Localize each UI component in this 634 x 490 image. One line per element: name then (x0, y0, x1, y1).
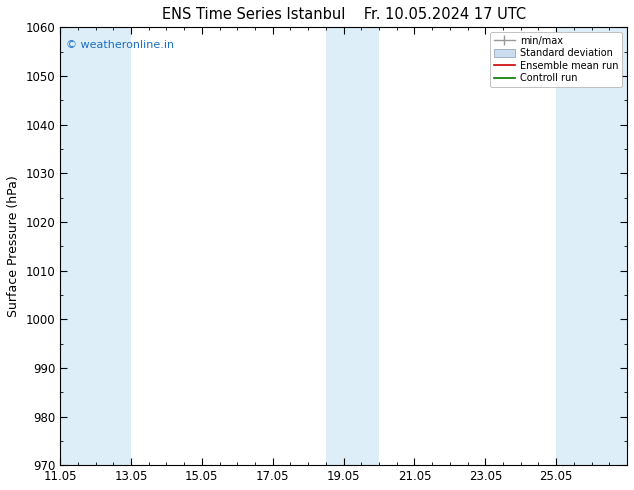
Bar (60, 27, 131, 465)
Title: ENS Time Series Istanbul    Fr. 10.05.2024 17 UTC: ENS Time Series Istanbul Fr. 10.05.2024 … (162, 7, 526, 22)
Bar (326, 27, 379, 465)
Y-axis label: Surface Pressure (hPa): Surface Pressure (hPa) (7, 175, 20, 317)
Bar (556, 27, 627, 465)
Legend: min/max, Standard deviation, Ensemble mean run, Controll run: min/max, Standard deviation, Ensemble me… (489, 32, 622, 87)
Text: © weatheronline.in: © weatheronline.in (66, 40, 174, 50)
